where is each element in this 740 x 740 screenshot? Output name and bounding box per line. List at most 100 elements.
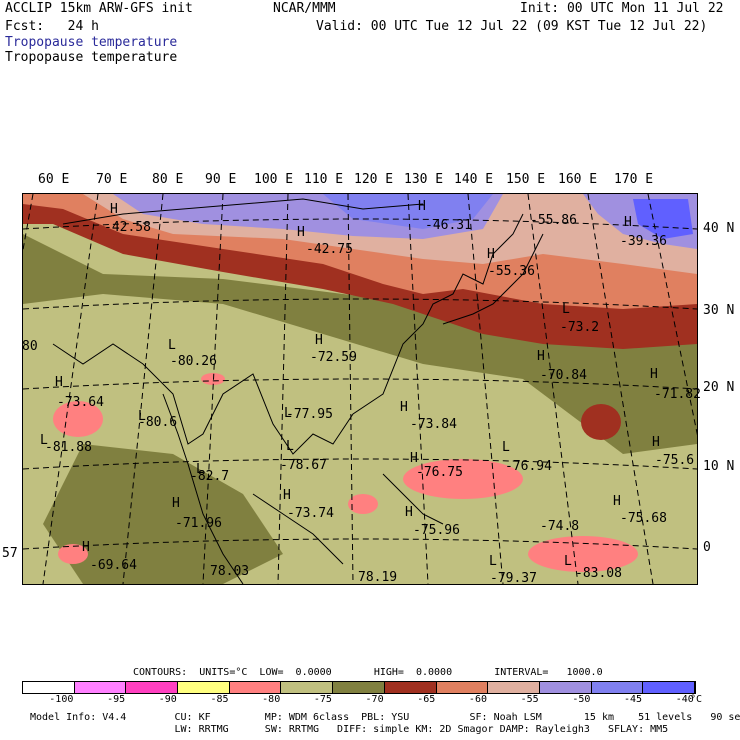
high-center-marker: H [410, 451, 418, 466]
valid-time: Valid: 00 UTC Tue 12 Jul 22 (09 KST Tue … [316, 19, 708, 34]
center-value: -72.59 [310, 350, 357, 365]
center-value: -76.94 [505, 459, 552, 474]
colorbar-swatch [281, 682, 334, 693]
center-value: -77.95 [286, 407, 333, 422]
colorbar-tick-label: -90 [158, 694, 177, 705]
high-center-marker: H [613, 494, 621, 509]
center-value: -71.82 [654, 387, 701, 402]
graticule [23, 194, 697, 584]
low-center-marker: L [286, 439, 294, 454]
center-value: -82.7 [190, 469, 230, 484]
colorbar-swatch [178, 682, 230, 693]
center-value: -71.96 [175, 516, 222, 531]
low-center-marker: L [284, 406, 292, 421]
high-center-marker: H [652, 435, 660, 450]
coastlines [52, 198, 544, 584]
longitude-label: 150 E [506, 172, 546, 187]
contours-info: CONTOURS: UNITS=°C LOW= 0.0000 HIGH= 0.0… [133, 667, 603, 678]
high-center-marker: H [400, 400, 408, 415]
latitude-label: 30 N [703, 303, 735, 318]
low-center-marker: L [168, 338, 176, 353]
model-info-line2: LW: RRTMG SW: RRTMG DIFF: simple KM: 2D … [30, 724, 669, 735]
high-center-marker: H [418, 199, 426, 214]
longitude-label: 60 E [38, 172, 70, 187]
colorbar-swatch [384, 682, 437, 693]
patch-minus80-f [58, 544, 88, 564]
colorbar-tick-label: -100 [49, 694, 74, 705]
high-center-marker: H [55, 375, 63, 390]
colorbar-swatch [333, 682, 385, 693]
organization-label: NCAR/MMM [273, 1, 336, 16]
longitude-label: 130 E [404, 172, 444, 187]
high-center-marker: H [297, 225, 305, 240]
center-value: -74.8 [540, 519, 580, 534]
high-center-marker: H [537, 349, 545, 364]
center-value: -46.31 [425, 218, 472, 233]
center-value: -76.75 [416, 465, 463, 480]
center-value: -75.96 [413, 523, 460, 538]
longitude-label: 170 E [614, 172, 654, 187]
colorbar-swatch [23, 682, 75, 693]
center-value: -42.75 [306, 242, 353, 257]
colorbar-tick-label: -75 [313, 694, 332, 705]
patch-minus80-a [53, 401, 103, 437]
low-center-marker: L [40, 433, 48, 448]
colorbar-tick-label: -70 [365, 694, 384, 705]
tropopause-temperature-map [22, 193, 698, 585]
low-center-marker: L [564, 554, 572, 569]
center-value: -39.36 [620, 234, 667, 249]
longitude-label: 70 E [96, 172, 128, 187]
latitude-label: 10 N [703, 459, 735, 474]
low-center-marker: L [196, 462, 204, 477]
field-title-blue: Tropopause temperature [5, 35, 178, 50]
longitude-label: 140 E [454, 172, 494, 187]
center-value: -80.26 [170, 354, 217, 369]
center-value: -83.08 [575, 566, 622, 581]
longitude-label: 100 E [254, 172, 294, 187]
map-svg [23, 194, 697, 584]
low-center-marker: L [489, 554, 497, 569]
low-center-marker: L [562, 302, 570, 317]
low-center-marker: L [502, 440, 510, 455]
colorbar-swatch [591, 682, 644, 693]
longitude-label: 110 E [304, 172, 344, 187]
colorbar-tick-label: -65 [417, 694, 436, 705]
cell-minus65 [581, 404, 621, 440]
field-title: Tropopause temperature [5, 50, 178, 65]
colorbar-tick-label: -40 [675, 694, 694, 705]
latitude-label: 20 N [703, 380, 735, 395]
center-value: -69.64 [90, 558, 137, 573]
colorbar-tick-label: -85 [210, 694, 229, 705]
longitude-label: 120 E [354, 172, 394, 187]
center-value: 78.19 [358, 570, 398, 585]
high-center-marker: H [82, 540, 90, 555]
low-center-marker: L [138, 409, 146, 424]
colorbar [22, 681, 696, 694]
latitude-label: 40 N [703, 221, 735, 236]
high-center-marker: H [283, 488, 291, 503]
colorbar-swatch [539, 682, 592, 693]
model-title: ACCLIP 15km ARW-GFS init [5, 1, 193, 16]
longitude-label: 80 E [152, 172, 184, 187]
center-value: -55.86 [530, 213, 577, 228]
patch-minus80-b [403, 459, 523, 499]
colorbar-swatch [436, 682, 489, 693]
center-value: -73.64 [57, 395, 104, 410]
high-center-marker: H [624, 215, 632, 230]
left-edge-label: 80 [22, 339, 38, 354]
colorbar-swatch [126, 682, 179, 693]
band-minus40 [633, 199, 693, 239]
center-value: -73.2 [560, 320, 600, 335]
colorbar-swatch [488, 682, 540, 693]
center-value: -81.88 [45, 440, 92, 455]
colorbar-tick-label: -55 [520, 694, 539, 705]
colorbar-tick-label: -50 [572, 694, 591, 705]
left-edge-label: 57 [2, 546, 18, 561]
patch-minus80-c [528, 536, 638, 572]
patch-minus80-e [201, 373, 225, 385]
center-value: -80.6 [138, 415, 178, 430]
colorbar-swatch [229, 682, 282, 693]
colorbar-tick-label: -80 [262, 694, 281, 705]
center-value: -75.68 [620, 511, 667, 526]
center-value: -79.37 [490, 571, 537, 586]
